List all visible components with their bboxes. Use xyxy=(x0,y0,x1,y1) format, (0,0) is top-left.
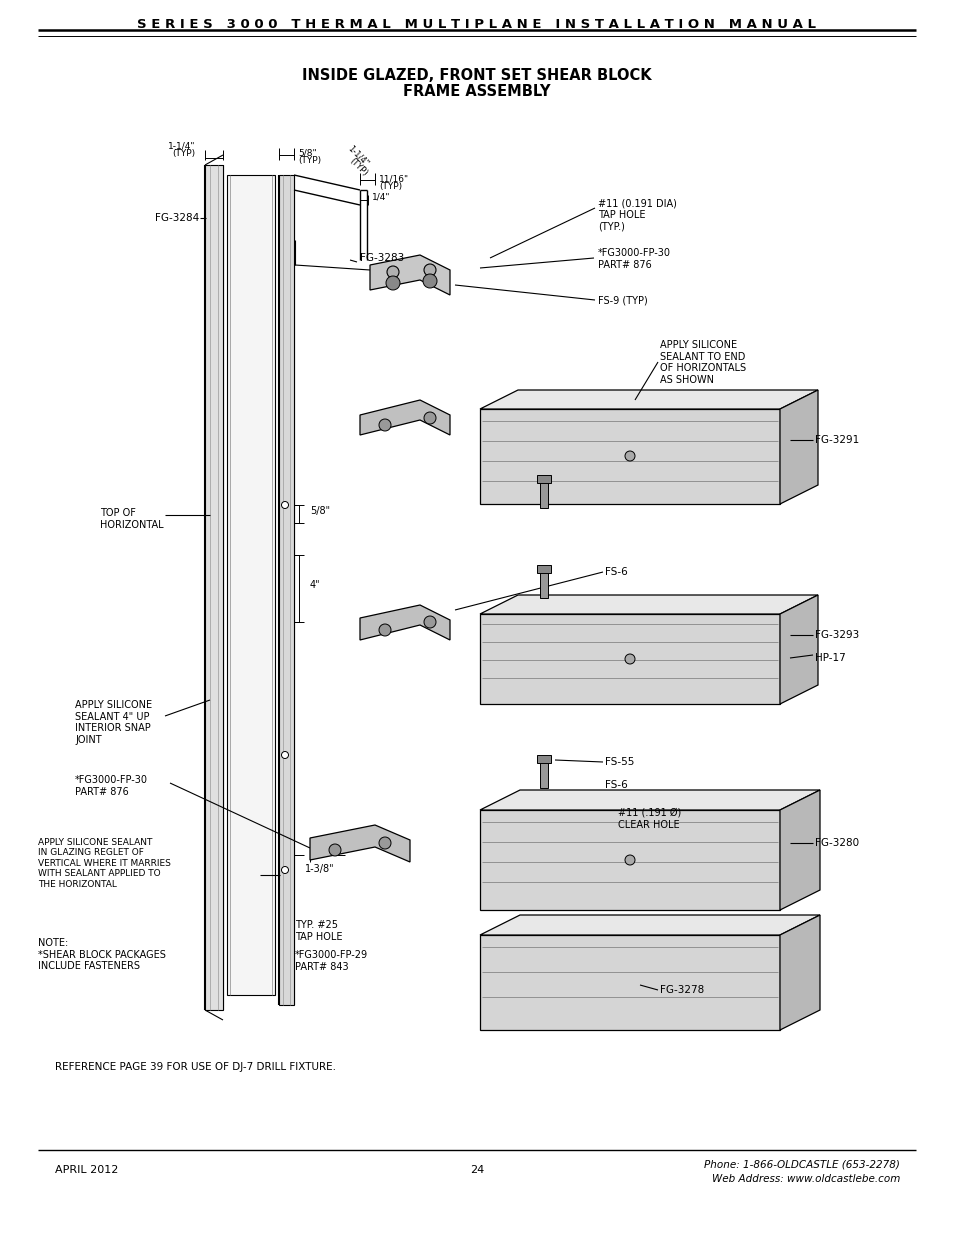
Circle shape xyxy=(378,624,391,636)
Text: (TYP): (TYP) xyxy=(172,149,194,158)
Circle shape xyxy=(387,266,398,278)
Circle shape xyxy=(378,419,391,431)
Text: FS-6: FS-6 xyxy=(604,567,627,577)
Bar xyxy=(539,760,547,788)
Text: FS-55: FS-55 xyxy=(604,757,634,767)
Polygon shape xyxy=(479,390,817,409)
Text: INSIDE GLAZED, FRONT SET SHEAR BLOCK: INSIDE GLAZED, FRONT SET SHEAR BLOCK xyxy=(302,68,651,83)
Text: TYP. #25
TAP HOLE: TYP. #25 TAP HOLE xyxy=(294,920,342,941)
Text: APPLY SILICONE
SEALANT 4" UP
INTERIOR SNAP
JOINT: APPLY SILICONE SEALANT 4" UP INTERIOR SN… xyxy=(75,700,152,745)
Bar xyxy=(537,475,551,483)
Circle shape xyxy=(329,844,340,856)
Text: FG-3291: FG-3291 xyxy=(814,435,859,445)
Text: (TYP): (TYP) xyxy=(378,182,402,191)
Text: 4": 4" xyxy=(310,580,320,590)
Text: REFERENCE PAGE 39 FOR USE OF DJ-7 DRILL FIXTURE.: REFERENCE PAGE 39 FOR USE OF DJ-7 DRILL … xyxy=(55,1062,335,1072)
Polygon shape xyxy=(359,605,450,640)
Text: 5/8": 5/8" xyxy=(297,148,316,157)
Circle shape xyxy=(624,655,635,664)
Text: #11 (0.191 DIA)
TAP HOLE
(TYP.): #11 (0.191 DIA) TAP HOLE (TYP.) xyxy=(598,198,677,231)
Polygon shape xyxy=(780,915,820,1030)
Circle shape xyxy=(423,412,436,424)
Circle shape xyxy=(624,451,635,461)
Text: HP-17: HP-17 xyxy=(814,653,845,663)
Polygon shape xyxy=(780,390,817,504)
Polygon shape xyxy=(479,409,780,504)
Text: FG-3293: FG-3293 xyxy=(814,630,859,640)
Text: FG-3283: FG-3283 xyxy=(359,253,404,263)
Text: FG-3278: FG-3278 xyxy=(659,986,703,995)
Polygon shape xyxy=(479,935,780,1030)
Polygon shape xyxy=(205,165,223,1010)
Circle shape xyxy=(281,867,288,873)
Text: *FG3000-FP-30
PART# 876: *FG3000-FP-30 PART# 876 xyxy=(75,776,148,797)
Text: Web Address: www.oldcastlebe.com: Web Address: www.oldcastlebe.com xyxy=(711,1174,899,1184)
Polygon shape xyxy=(479,790,820,810)
Polygon shape xyxy=(479,595,817,614)
Bar xyxy=(227,175,274,995)
Text: *FG3000-FP-29
PART# 843: *FG3000-FP-29 PART# 843 xyxy=(294,950,368,972)
Text: NOTE:
*SHEAR BLOCK PACKAGES
INCLUDE FASTENERS: NOTE: *SHEAR BLOCK PACKAGES INCLUDE FAST… xyxy=(38,939,166,971)
Polygon shape xyxy=(359,400,450,435)
Circle shape xyxy=(281,752,288,758)
Text: S E R I E S   3 0 0 0   T H E R M A L   M U L T I P L A N E   I N S T A L L A T : S E R I E S 3 0 0 0 T H E R M A L M U L … xyxy=(137,19,816,31)
Circle shape xyxy=(423,264,436,275)
Polygon shape xyxy=(780,595,817,704)
Circle shape xyxy=(422,274,436,288)
Polygon shape xyxy=(780,790,820,910)
Text: APPLY SILICONE SEALANT
IN GLAZING REGLET OF
VERTICAL WHERE IT MARRIES
WITH SEALA: APPLY SILICONE SEALANT IN GLAZING REGLET… xyxy=(38,839,171,889)
Text: 1-3/8": 1-3/8" xyxy=(305,864,335,874)
Text: 5/8": 5/8" xyxy=(310,506,330,516)
Text: (TYP): (TYP) xyxy=(297,156,321,165)
Circle shape xyxy=(423,616,436,629)
Text: APPLY SILICONE
SEALANT TO END
OF HORIZONTALS
AS SHOWN: APPLY SILICONE SEALANT TO END OF HORIZON… xyxy=(659,340,745,385)
Text: #11 (.191 Ø)
CLEAR HOLE: #11 (.191 Ø) CLEAR HOLE xyxy=(618,808,680,830)
Circle shape xyxy=(386,275,399,290)
Bar xyxy=(539,480,547,508)
Text: 11/16": 11/16" xyxy=(378,174,409,183)
Polygon shape xyxy=(370,254,450,295)
Text: 1/4": 1/4" xyxy=(372,193,390,201)
Bar xyxy=(539,571,547,598)
Text: FG-3280: FG-3280 xyxy=(814,839,859,848)
Text: TOP OF
HORIZONTAL: TOP OF HORIZONTAL xyxy=(100,508,164,530)
Text: *FG3000-FP-30
PART# 876: *FG3000-FP-30 PART# 876 xyxy=(598,248,670,269)
Text: 1-1/4": 1-1/4" xyxy=(168,141,194,149)
Polygon shape xyxy=(278,175,294,1005)
Text: FRAME ASSEMBLY: FRAME ASSEMBLY xyxy=(403,84,550,99)
Text: Phone: 1-866-OLDCASTLE (653-2278): Phone: 1-866-OLDCASTLE (653-2278) xyxy=(703,1160,899,1170)
Text: 24: 24 xyxy=(470,1165,483,1174)
Text: 1-1/4": 1-1/4" xyxy=(346,143,370,168)
Bar xyxy=(537,564,551,573)
Polygon shape xyxy=(310,825,410,862)
Polygon shape xyxy=(479,810,780,910)
Text: APRIL 2012: APRIL 2012 xyxy=(55,1165,118,1174)
Bar xyxy=(537,755,551,763)
Text: FG-3284: FG-3284 xyxy=(154,212,199,224)
Text: (TYP): (TYP) xyxy=(347,157,369,178)
Text: FS-9 (TYP): FS-9 (TYP) xyxy=(598,295,647,305)
Circle shape xyxy=(624,855,635,864)
Text: FS-6: FS-6 xyxy=(604,781,627,790)
Circle shape xyxy=(378,837,391,848)
Circle shape xyxy=(281,501,288,509)
Polygon shape xyxy=(479,915,820,935)
Polygon shape xyxy=(479,614,780,704)
